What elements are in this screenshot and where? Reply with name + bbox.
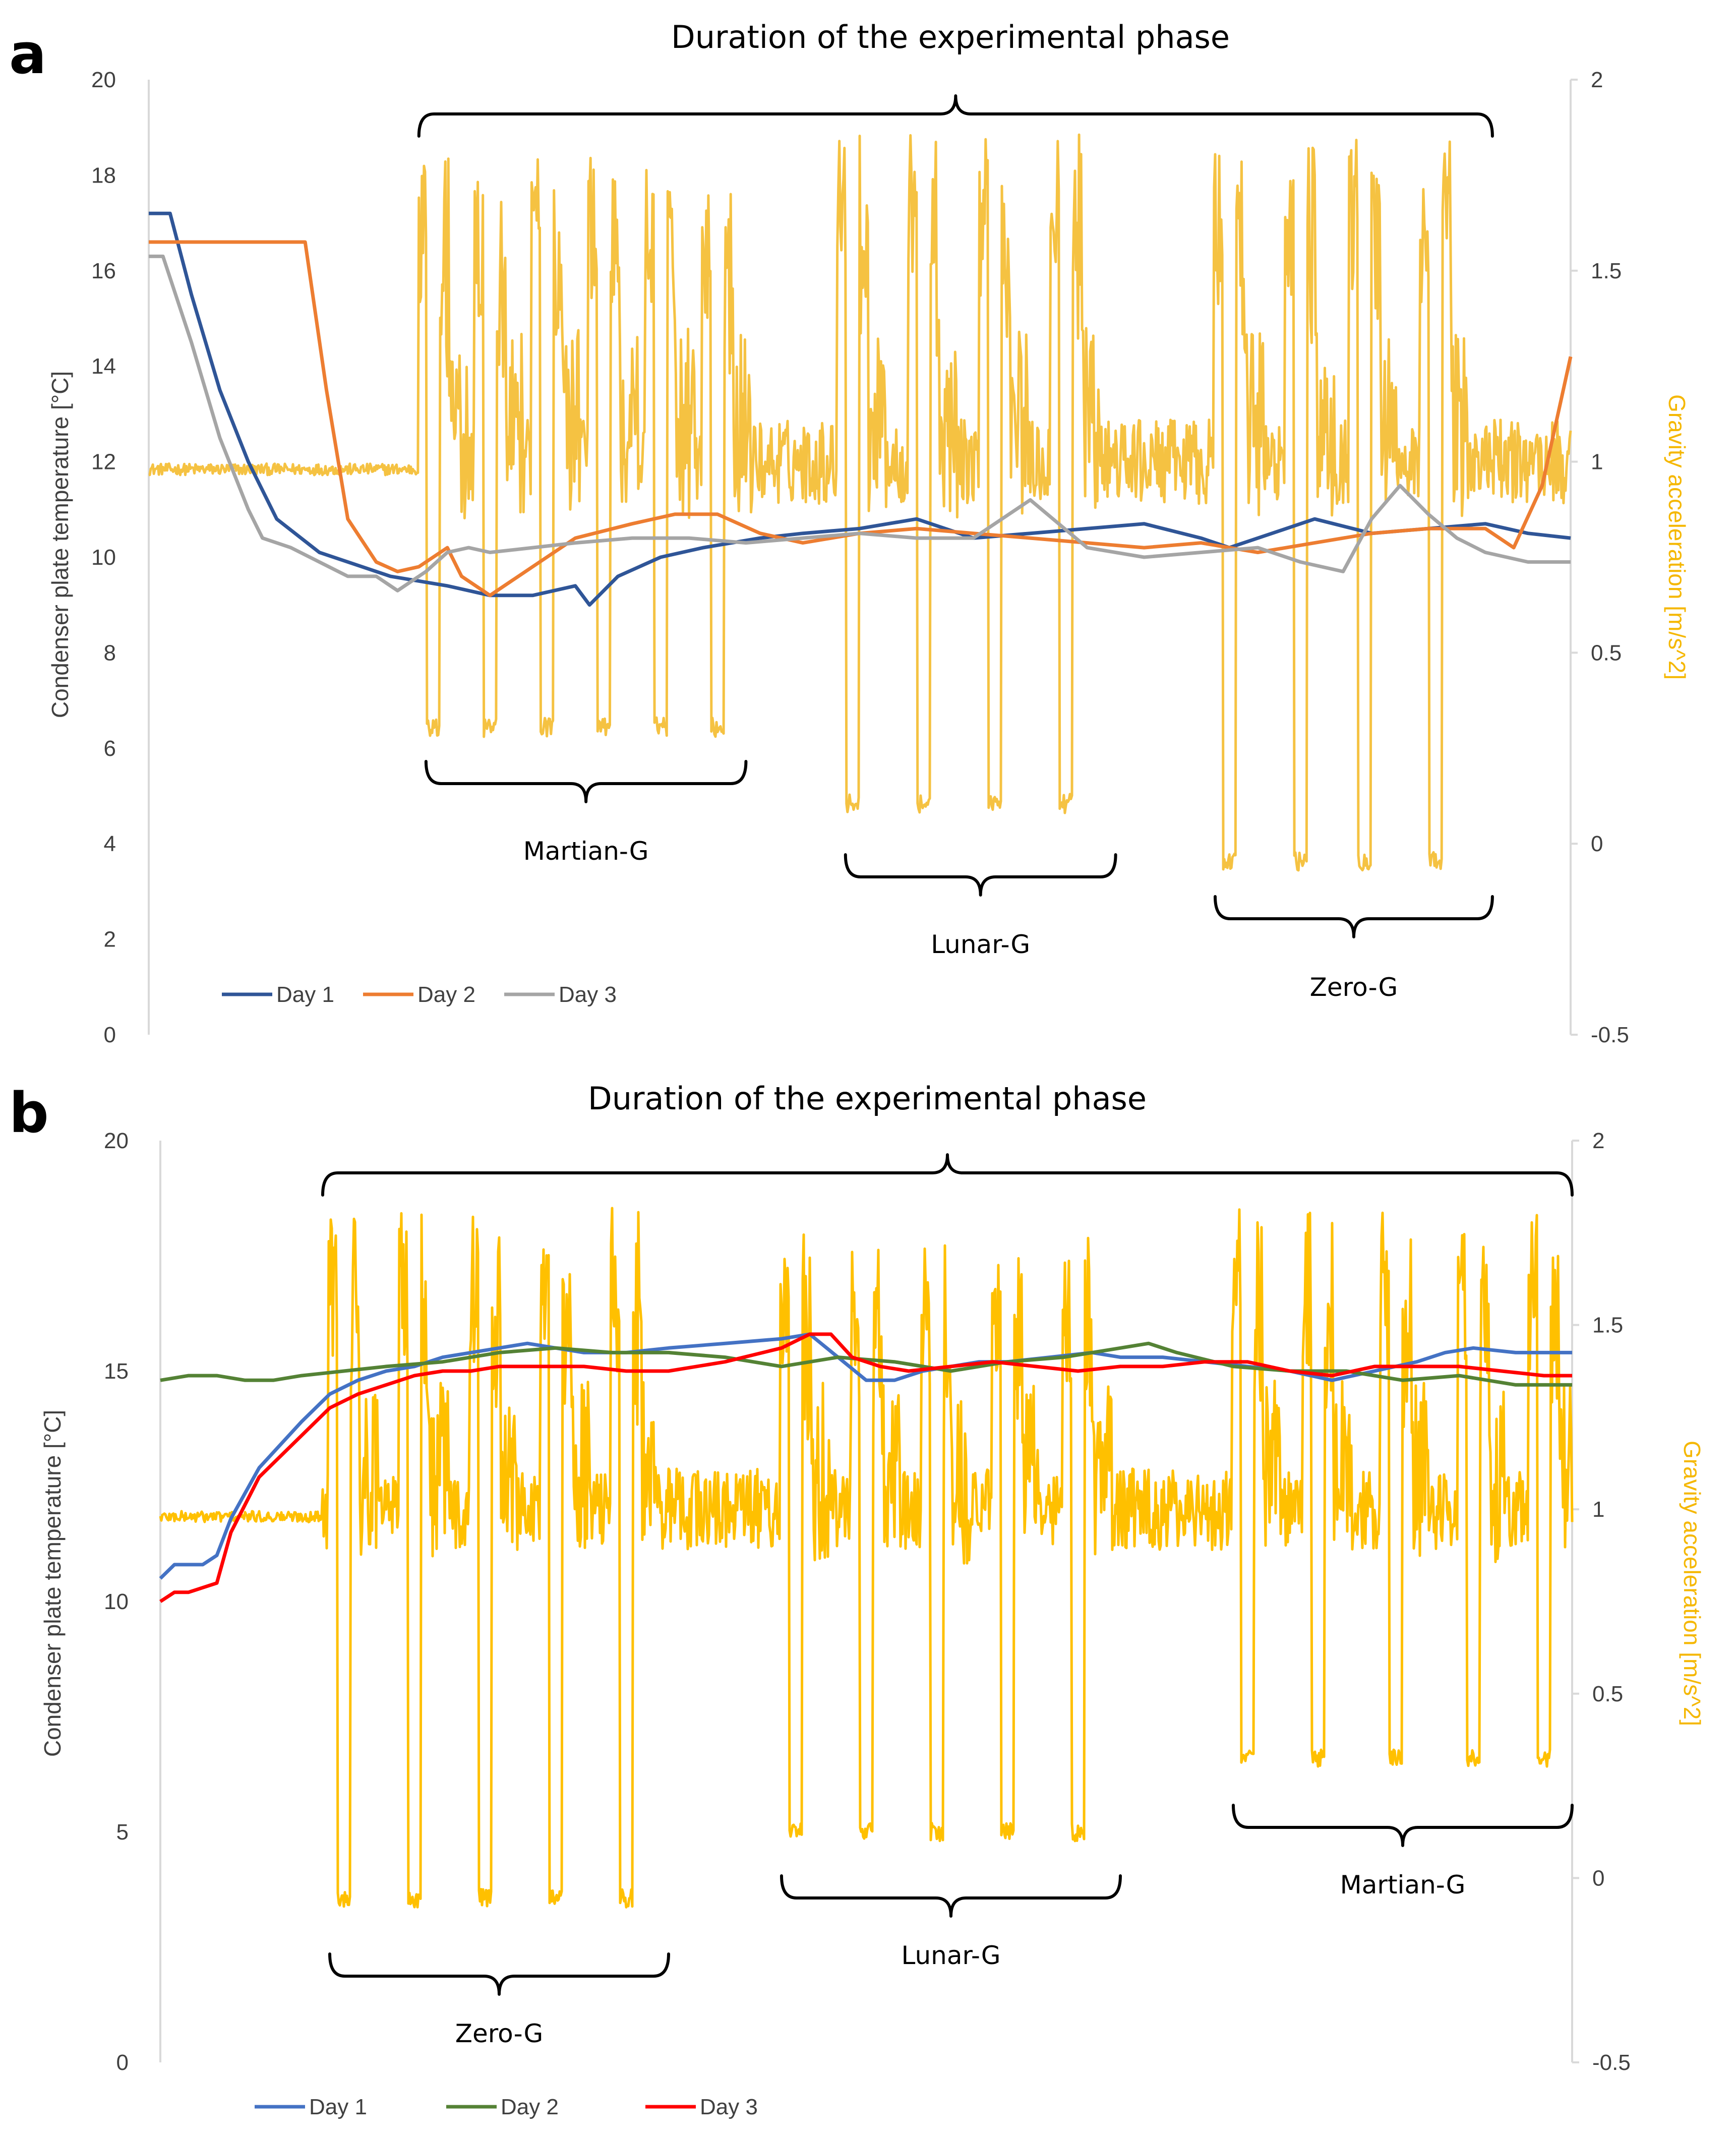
segment-label: Martian-G (1340, 1870, 1466, 1899)
segment-brace (844, 853, 1117, 897)
left-tick-label: 20 (91, 68, 116, 92)
segment-brace (780, 1874, 1122, 1918)
series-line-day-3 (149, 254, 1571, 592)
left-tick-label: 2 (104, 927, 116, 952)
segment-label: Lunar-G (902, 1941, 1001, 1970)
legend-label: Day 2 (417, 982, 475, 1007)
panel-a-phase-title: Duration of the experimental phase (671, 19, 1230, 55)
right-tick-label: -0.5 (1591, 1023, 1629, 1047)
panel-b: Duration of the experimental phase Conde… (39, 1080, 1705, 2119)
legend-label: Day 2 (501, 2095, 559, 2119)
right-tick-label: 2 (1592, 1129, 1604, 1153)
left-tick-label: 10 (91, 545, 116, 570)
right-tick-label: -0.5 (1592, 2050, 1631, 2075)
segment-brace (1232, 1804, 1574, 1847)
left-tick-label: 10 (104, 1589, 129, 1614)
gravity-acceleration-line (159, 1207, 1574, 1909)
left-tick-label: 8 (104, 640, 116, 665)
left-tick-label: 18 (91, 163, 116, 188)
left-tick-label: 12 (91, 450, 116, 474)
segment-label: Zero-G (455, 2019, 544, 2048)
segment-brace (1214, 895, 1494, 938)
segment-label: Zero-G (1310, 973, 1398, 1002)
panel-a-right-axis-title: Gravity acceleration [m/s^2] (1664, 394, 1690, 680)
panel-a: Duration of the experimental phase Conde… (47, 19, 1690, 1047)
left-tick-label: 20 (104, 1129, 129, 1153)
panel-b-letter: b (9, 1081, 49, 1145)
panel-b-right-axis-title: Gravity acceleration [m/s^2] (1679, 1441, 1705, 1726)
right-tick-label: 1.5 (1591, 259, 1622, 283)
panel-a-letter: a (9, 22, 46, 86)
phase-brace (417, 94, 1494, 138)
legend-label: Day 1 (309, 2095, 367, 2119)
right-tick-label: 0.5 (1591, 640, 1622, 665)
right-tick-label: 1.5 (1592, 1313, 1623, 1338)
segment-label: Lunar-G (931, 930, 1030, 959)
series-line-day-1 (149, 211, 1571, 607)
left-tick-label: 16 (91, 259, 116, 283)
segment-brace (424, 760, 748, 803)
left-tick-label: 14 (91, 354, 116, 379)
left-tick-label: 0 (104, 1023, 116, 1047)
legend-label: Day 1 (276, 982, 334, 1007)
legend-label: Day 3 (700, 2095, 758, 2119)
panel-b-left-axis-title: Condenser plate temperature [°C] (39, 1410, 66, 1757)
phase-brace (321, 1153, 1574, 1197)
series-line-day-3 (159, 1332, 1572, 1603)
right-tick-label: 0 (1591, 832, 1603, 856)
left-tick-label: 6 (104, 736, 116, 761)
series-line-day-2 (149, 240, 1573, 598)
right-tick-label: 0.5 (1592, 1682, 1623, 1706)
left-tick-label: 0 (116, 2050, 129, 2075)
segment-label: Martian-G (523, 837, 649, 866)
panel-b-phase-title: Duration of the experimental phase (588, 1080, 1147, 1117)
segment-brace (328, 1952, 670, 1996)
right-tick-label: 2 (1591, 68, 1603, 92)
panel-a-left-axis-title: Condenser plate temperature [°C] (47, 371, 73, 718)
legend-label: Day 3 (559, 982, 617, 1007)
gravity-acceleration-line (148, 133, 1572, 872)
left-tick-label: 4 (104, 832, 116, 856)
right-tick-label: 1 (1592, 1497, 1604, 1522)
right-tick-label: 0 (1592, 1866, 1604, 1890)
right-tick-label: 1 (1591, 450, 1603, 474)
left-tick-label: 5 (116, 1820, 129, 1845)
left-tick-label: 15 (104, 1359, 129, 1384)
